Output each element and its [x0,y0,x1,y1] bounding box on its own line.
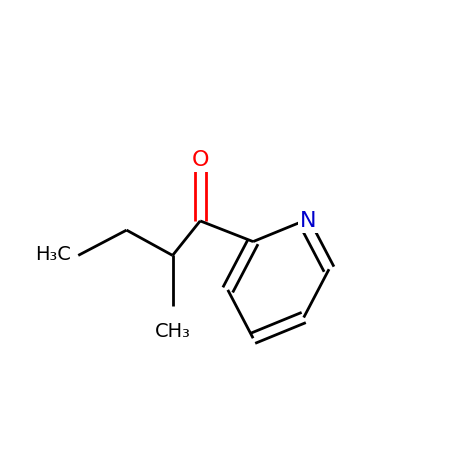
Text: H₃C: H₃C [35,245,71,264]
Text: N: N [300,211,317,231]
Text: O: O [191,150,209,170]
Text: CH₃: CH₃ [155,322,191,341]
